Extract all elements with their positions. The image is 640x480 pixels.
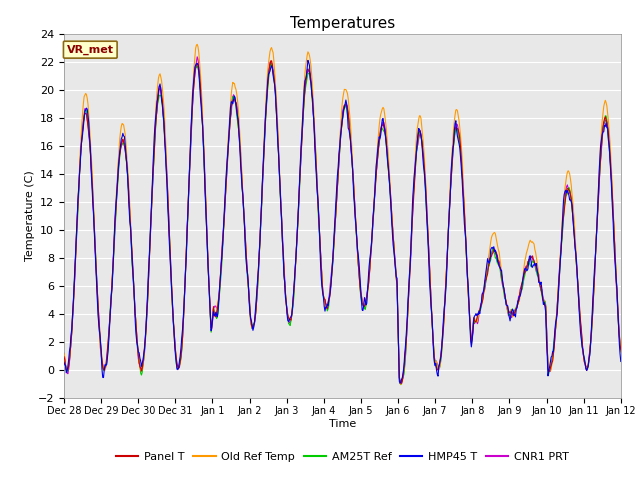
Panel T <box>268 58 275 64</box>
Old Ref Temp <box>193 41 201 47</box>
Old Ref Temp <box>412 148 419 154</box>
Panel T <box>428 314 436 320</box>
AM25T Ref <box>70 284 78 290</box>
HMP45 T <box>70 284 78 289</box>
Panel T <box>184 209 192 215</box>
Panel T <box>398 381 406 386</box>
Panel T <box>60 354 68 360</box>
AM25T Ref <box>397 382 404 387</box>
AM25T Ref <box>617 348 625 354</box>
CNR1 PRT <box>397 380 404 386</box>
Line: CNR1 PRT: CNR1 PRT <box>64 57 621 383</box>
CNR1 PRT <box>127 241 135 247</box>
Title: Temperatures: Temperatures <box>290 16 395 31</box>
AM25T Ref <box>267 60 275 66</box>
HMP45 T <box>127 241 135 247</box>
Old Ref Temp <box>184 208 192 214</box>
AM25T Ref <box>428 317 436 323</box>
HMP45 T <box>396 381 404 386</box>
HMP45 T <box>412 156 419 162</box>
X-axis label: Time: Time <box>329 419 356 429</box>
Line: AM25T Ref: AM25T Ref <box>64 63 621 384</box>
AM25T Ref <box>184 211 192 216</box>
AM25T Ref <box>127 245 135 251</box>
Panel T <box>617 347 625 353</box>
Old Ref Temp <box>617 349 625 355</box>
Line: HMP45 T: HMP45 T <box>64 60 621 384</box>
Line: Old Ref Temp: Old Ref Temp <box>64 44 621 384</box>
HMP45 T <box>214 314 221 320</box>
Old Ref Temp <box>70 289 78 295</box>
Old Ref Temp <box>127 237 135 243</box>
CNR1 PRT <box>428 314 436 320</box>
Line: Panel T: Panel T <box>64 61 621 384</box>
Panel T <box>127 239 135 244</box>
AM25T Ref <box>60 359 68 364</box>
AM25T Ref <box>214 314 221 320</box>
Panel T <box>70 286 78 292</box>
Old Ref Temp <box>214 299 222 304</box>
CNR1 PRT <box>60 350 68 356</box>
CNR1 PRT <box>184 208 192 214</box>
CNR1 PRT <box>193 54 201 60</box>
HMP45 T <box>184 210 192 216</box>
Legend: Panel T, Old Ref Temp, AM25T Ref, HMP45 T, CNR1 PRT: Panel T, Old Ref Temp, AM25T Ref, HMP45 … <box>112 448 573 467</box>
Text: VR_met: VR_met <box>67 45 114 55</box>
Old Ref Temp <box>428 311 436 317</box>
Old Ref Temp <box>397 382 404 387</box>
HMP45 T <box>617 359 625 364</box>
HMP45 T <box>60 360 68 365</box>
HMP45 T <box>304 58 312 63</box>
CNR1 PRT <box>617 348 625 354</box>
Panel T <box>214 307 221 312</box>
Panel T <box>412 160 419 166</box>
Y-axis label: Temperature (C): Temperature (C) <box>25 170 35 262</box>
Old Ref Temp <box>60 351 68 357</box>
CNR1 PRT <box>70 288 78 293</box>
CNR1 PRT <box>412 156 419 162</box>
HMP45 T <box>428 312 436 318</box>
CNR1 PRT <box>214 302 222 308</box>
AM25T Ref <box>412 162 419 168</box>
